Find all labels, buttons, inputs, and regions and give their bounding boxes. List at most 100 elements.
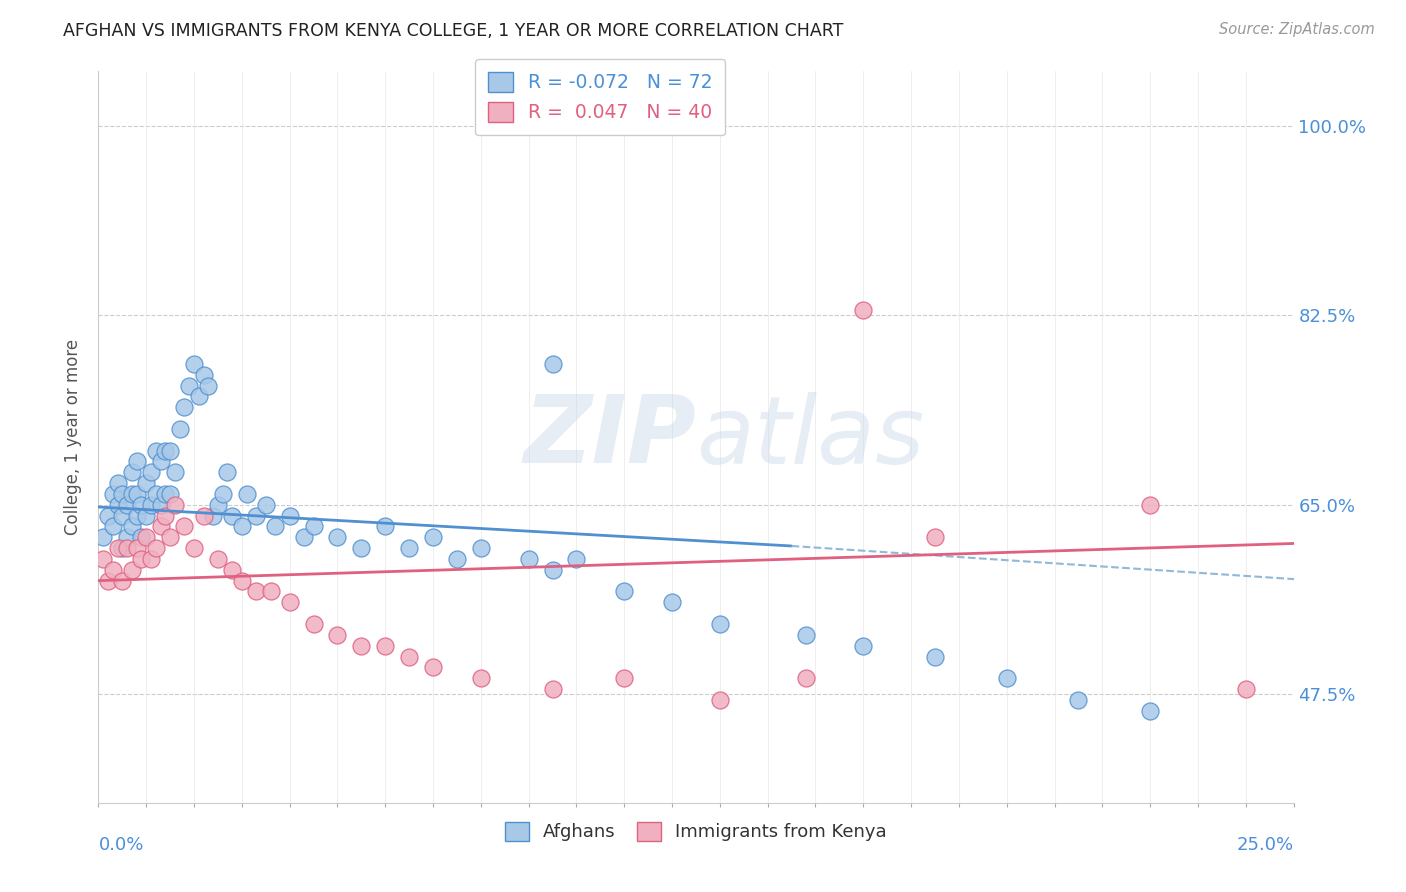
Point <box>159 530 181 544</box>
Point <box>139 498 162 512</box>
Point <box>374 639 396 653</box>
Point <box>278 508 301 523</box>
Point <box>101 563 124 577</box>
Point <box>326 628 349 642</box>
Point <box>259 584 281 599</box>
Point <box>470 671 492 685</box>
Point <box>125 541 148 556</box>
Y-axis label: College, 1 year or more: College, 1 year or more <box>65 339 83 535</box>
Point <box>245 508 267 523</box>
Point <box>1067 693 1090 707</box>
Point <box>193 508 215 523</box>
Point <box>709 617 731 632</box>
Point <box>565 552 588 566</box>
Point <box>125 487 148 501</box>
Point <box>121 519 143 533</box>
Point <box>193 368 215 382</box>
Point <box>207 498 229 512</box>
Point <box>145 443 167 458</box>
Point <box>91 530 114 544</box>
Point <box>852 639 875 653</box>
Point <box>613 584 636 599</box>
Point <box>163 498 186 512</box>
Point <box>221 508 243 523</box>
Point <box>302 519 325 533</box>
Text: 0.0%: 0.0% <box>98 836 143 854</box>
Point <box>149 454 172 468</box>
Point <box>155 487 177 501</box>
Point <box>121 465 143 479</box>
Point <box>125 454 148 468</box>
Point <box>115 498 138 512</box>
Point <box>131 530 153 544</box>
Point <box>794 628 817 642</box>
Point <box>292 530 315 544</box>
Point <box>398 541 420 556</box>
Point <box>422 530 444 544</box>
Text: Source: ZipAtlas.com: Source: ZipAtlas.com <box>1219 22 1375 37</box>
Point <box>183 357 205 371</box>
Point <box>169 422 191 436</box>
Point <box>139 465 162 479</box>
Point <box>173 401 195 415</box>
Point <box>139 552 162 566</box>
Point <box>264 519 287 533</box>
Point <box>709 693 731 707</box>
Point <box>278 595 301 609</box>
Point <box>254 498 277 512</box>
Point <box>517 552 540 566</box>
Point <box>207 552 229 566</box>
Point <box>470 541 492 556</box>
Point <box>155 508 177 523</box>
Text: AFGHAN VS IMMIGRANTS FROM KENYA COLLEGE, 1 YEAR OR MORE CORRELATION CHART: AFGHAN VS IMMIGRANTS FROM KENYA COLLEGE,… <box>63 22 844 40</box>
Point <box>1139 704 1161 718</box>
Point <box>794 671 817 685</box>
Point <box>135 508 157 523</box>
Point <box>107 476 129 491</box>
Point <box>145 541 167 556</box>
Point <box>350 541 373 556</box>
Point <box>101 487 124 501</box>
Point <box>155 443 177 458</box>
Point <box>125 508 148 523</box>
Point <box>183 541 205 556</box>
Point <box>107 498 129 512</box>
Point <box>121 563 143 577</box>
Point <box>101 519 124 533</box>
Point <box>202 508 225 523</box>
Point <box>613 671 636 685</box>
Point <box>302 617 325 632</box>
Point <box>111 487 134 501</box>
Point <box>111 508 134 523</box>
Point <box>422 660 444 674</box>
Point <box>350 639 373 653</box>
Point <box>231 519 253 533</box>
Point <box>187 389 209 403</box>
Point <box>235 487 257 501</box>
Point <box>245 584 267 599</box>
Text: 25.0%: 25.0% <box>1236 836 1294 854</box>
Point <box>173 519 195 533</box>
Point <box>541 357 564 371</box>
Point <box>131 552 153 566</box>
Point <box>107 541 129 556</box>
Point <box>1234 681 1257 696</box>
Text: atlas: atlas <box>696 392 924 483</box>
Point <box>115 541 138 556</box>
Point <box>924 530 946 544</box>
Point <box>91 552 114 566</box>
Point <box>135 476 157 491</box>
Point <box>995 671 1018 685</box>
Point <box>179 378 201 392</box>
Point <box>111 574 134 588</box>
Point <box>217 465 239 479</box>
Point <box>135 530 157 544</box>
Point <box>145 487 167 501</box>
Point <box>159 487 181 501</box>
Point <box>374 519 396 533</box>
Point <box>159 443 181 458</box>
Point <box>149 519 172 533</box>
Point <box>97 508 120 523</box>
Point <box>149 498 172 512</box>
Point <box>326 530 349 544</box>
